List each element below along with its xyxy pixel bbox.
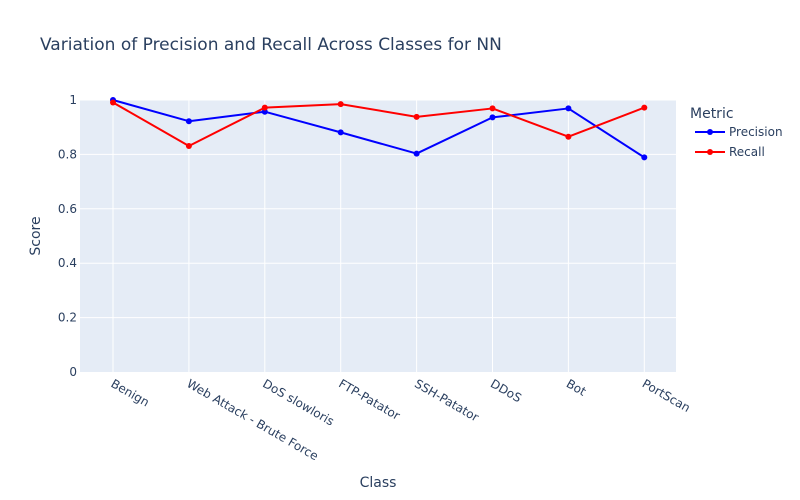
data-point-precision[interactable] <box>337 129 344 136</box>
x-tick-label: DDoS <box>488 376 524 405</box>
data-point-recall[interactable] <box>261 104 268 111</box>
legend-item-recall[interactable]: Recall <box>695 145 765 159</box>
data-point-precision[interactable] <box>185 118 192 125</box>
legend-title: Metric <box>690 106 734 122</box>
data-point-precision[interactable] <box>565 105 572 112</box>
y-tick-label: 0.4 <box>58 256 77 270</box>
x-tick-label: Bot <box>564 376 589 398</box>
data-point-recall[interactable] <box>413 113 420 120</box>
series-layer <box>110 97 648 161</box>
data-point-recall[interactable] <box>185 142 192 149</box>
legend-swatch-marker <box>707 149 713 155</box>
x-tick-label: PortScan <box>640 376 693 415</box>
legend-label: Recall <box>729 145 765 159</box>
series-line-precision <box>112 99 645 159</box>
series-line-recall <box>112 101 645 147</box>
data-point-recall[interactable] <box>489 105 496 112</box>
y-tick-label: 0 <box>69 365 77 379</box>
plot-background <box>80 100 676 372</box>
legend-items: Precision Recall <box>695 125 783 159</box>
x-tick-label: DoS slowloris <box>260 376 336 428</box>
data-point-recall[interactable] <box>110 99 116 106</box>
x-tick-label: Web Attack - Brute Force <box>184 376 320 463</box>
y-tick-label: 0.2 <box>58 311 77 325</box>
y-tick-label: 0.6 <box>58 202 77 216</box>
x-axis-title: Class <box>360 475 397 491</box>
data-point-precision[interactable] <box>413 150 420 157</box>
legend-item-precision[interactable]: Precision <box>695 125 783 139</box>
y-axis-ticks: 0 0.2 0.4 0.6 0.8 1 <box>58 93 77 379</box>
legend-swatch-marker <box>707 129 713 135</box>
series-precision <box>110 97 648 161</box>
data-point-recall[interactable] <box>565 133 572 140</box>
data-point-recall[interactable] <box>337 101 344 108</box>
y-tick-label: 0.8 <box>58 147 77 161</box>
data-point-recall[interactable] <box>641 104 648 111</box>
legend[interactable]: Metric Precision Recall <box>690 106 783 159</box>
y-axis-title: Score <box>28 216 44 255</box>
data-point-precision[interactable] <box>489 114 496 121</box>
data-point-precision[interactable] <box>641 154 648 161</box>
y-tick-label: 1 <box>69 93 77 107</box>
x-tick-label: Benign <box>109 376 152 409</box>
series-recall <box>110 99 648 149</box>
x-tick-label: SSH-Patator <box>412 376 481 424</box>
x-tick-label: FTP-Patator <box>336 376 402 422</box>
chart-title: Variation of Precision and Recall Across… <box>40 35 502 55</box>
grid-lines <box>80 99 676 372</box>
legend-label: Precision <box>729 125 783 139</box>
